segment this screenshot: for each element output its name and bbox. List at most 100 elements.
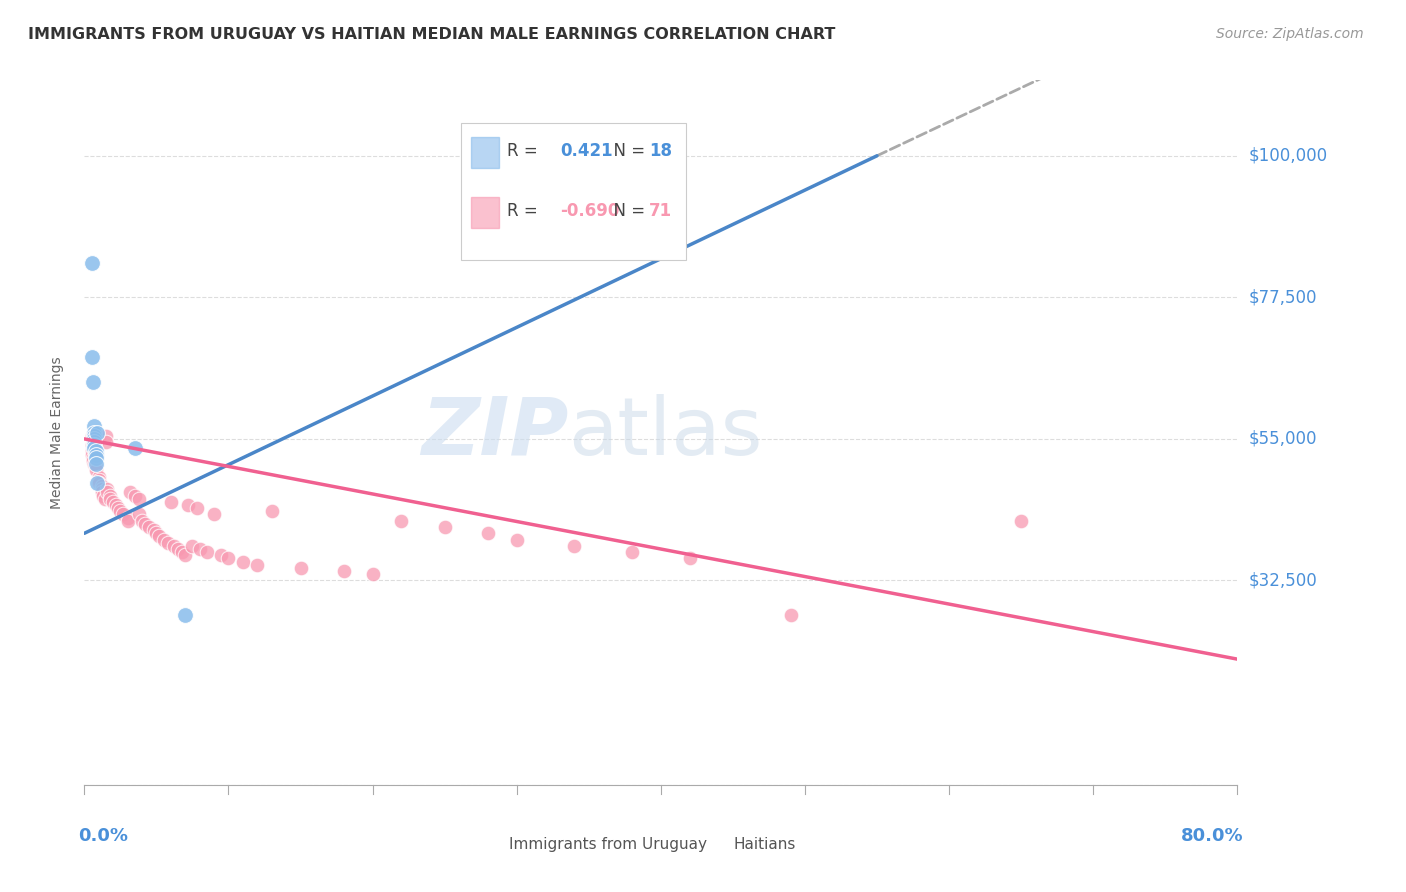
Point: [117, 514, 139, 528]
Text: 0.421: 0.421: [561, 142, 613, 160]
FancyBboxPatch shape: [702, 832, 727, 857]
Point: [156, 535, 179, 549]
Point: [83, 419, 105, 434]
Point: [83, 435, 105, 450]
Point: [506, 533, 529, 547]
Text: $32,500: $32,500: [1249, 572, 1317, 590]
Point: [98, 489, 121, 503]
FancyBboxPatch shape: [477, 832, 502, 857]
Point: [82, 454, 104, 468]
Point: [120, 485, 142, 500]
Point: [131, 514, 153, 528]
Point: [160, 495, 183, 509]
Point: [80, 256, 103, 270]
Text: ZIP: ZIP: [422, 393, 568, 472]
Text: R =: R =: [508, 202, 544, 219]
Text: $55,000: $55,000: [1249, 430, 1317, 448]
Point: [87, 469, 110, 483]
Text: N =: N =: [603, 142, 651, 160]
Point: [80, 438, 103, 452]
Point: [779, 608, 801, 623]
Point: [177, 498, 200, 512]
Point: [96, 485, 118, 500]
Point: [94, 435, 117, 450]
Point: [246, 558, 269, 572]
Text: IMMIGRANTS FROM URUGUAY VS HAITIAN MEDIAN MALE EARNINGS CORRELATION CHART: IMMIGRANTS FROM URUGUAY VS HAITIAN MEDIA…: [28, 27, 835, 42]
Point: [1010, 514, 1032, 528]
Point: [80, 444, 103, 458]
Point: [290, 561, 312, 575]
Point: [110, 504, 132, 518]
Point: [90, 479, 112, 493]
Point: [333, 564, 356, 578]
Point: [433, 520, 456, 534]
Point: [188, 541, 211, 556]
Point: [124, 442, 146, 456]
Point: [232, 555, 254, 569]
Text: Haitians: Haitians: [734, 838, 796, 853]
Point: [105, 498, 128, 512]
Point: [174, 608, 197, 623]
Point: [195, 545, 218, 559]
Point: [209, 549, 232, 563]
Point: [82, 450, 104, 465]
Point: [90, 482, 112, 496]
Point: [96, 482, 118, 496]
Point: [152, 533, 174, 547]
Point: [621, 545, 644, 559]
Text: Immigrants from Uruguay: Immigrants from Uruguay: [509, 838, 707, 853]
Point: [80, 448, 103, 462]
Point: [477, 526, 499, 541]
Text: atlas: atlas: [568, 393, 763, 472]
Point: [564, 539, 586, 553]
Point: [148, 529, 170, 543]
Text: R =: R =: [508, 142, 544, 160]
Point: [391, 514, 413, 528]
Point: [260, 504, 283, 518]
Point: [124, 489, 146, 503]
Point: [107, 501, 129, 516]
Point: [172, 545, 194, 559]
Point: [128, 491, 150, 506]
Point: [86, 425, 108, 440]
Point: [91, 489, 114, 503]
Point: [145, 526, 167, 541]
Point: [87, 473, 110, 487]
Point: [98, 491, 121, 506]
Text: -0.690: -0.690: [561, 202, 620, 219]
Point: [117, 510, 139, 524]
Text: $77,500: $77,500: [1249, 288, 1317, 306]
Point: [84, 448, 107, 462]
Point: [103, 495, 124, 509]
Point: [186, 501, 208, 516]
Text: 80.0%: 80.0%: [1181, 827, 1243, 846]
Text: N =: N =: [603, 202, 651, 219]
Point: [361, 567, 384, 582]
Point: [167, 541, 190, 556]
Y-axis label: Median Male Earnings: Median Male Earnings: [49, 356, 63, 509]
Text: 71: 71: [650, 202, 672, 219]
Point: [218, 551, 240, 566]
Point: [83, 457, 105, 471]
Point: [134, 516, 156, 531]
Point: [163, 539, 186, 553]
Point: [82, 376, 104, 390]
Point: [80, 429, 103, 443]
Point: [83, 425, 105, 440]
Point: [87, 432, 110, 446]
FancyBboxPatch shape: [471, 136, 499, 169]
Point: [83, 432, 105, 446]
Point: [84, 463, 107, 477]
Text: $100,000: $100,000: [1249, 147, 1327, 165]
Point: [83, 442, 105, 456]
Point: [679, 551, 702, 566]
Point: [181, 539, 204, 553]
Point: [112, 508, 135, 522]
Text: 18: 18: [650, 142, 672, 160]
Text: Source: ZipAtlas.com: Source: ZipAtlas.com: [1216, 27, 1364, 41]
Point: [86, 475, 108, 490]
Point: [87, 475, 110, 490]
Point: [83, 438, 105, 452]
Point: [84, 450, 107, 465]
Point: [128, 508, 150, 522]
